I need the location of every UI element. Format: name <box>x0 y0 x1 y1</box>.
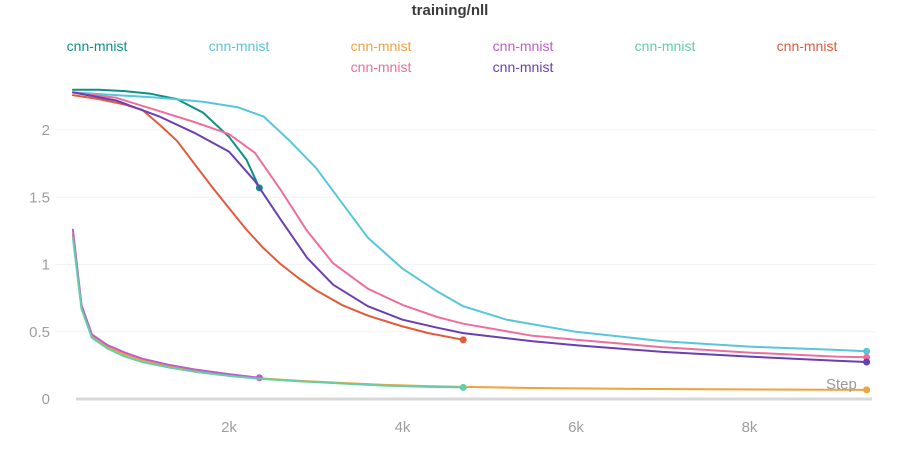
x-tick-label: 4k <box>395 419 411 436</box>
series-line-1[interactable] <box>71 91 868 353</box>
legend-item-1[interactable]: cnn-mnist <box>208 38 270 54</box>
legend-item-0[interactable]: cnn-mnist <box>66 38 128 54</box>
chart-legend: cnn-mnist cnn-mnist cnn-mnist cnn-mnist cnn-… <box>0 36 900 77</box>
legend-item-3[interactable]: cnn-mnist <box>492 38 554 54</box>
series-line-2[interactable] <box>71 233 868 391</box>
series-line-4[interactable] <box>71 236 465 389</box>
series-end-dot-2[interactable] <box>863 386 871 394</box>
y-tick-label: 1 <box>42 257 50 274</box>
series-line-0[interactable] <box>71 88 261 189</box>
x-axis-label: Step <box>826 376 857 393</box>
legend-item-4[interactable]: cnn-mnist <box>634 38 696 54</box>
series-end-dot-7[interactable] <box>863 358 871 366</box>
series-end-dot-5[interactable] <box>459 336 467 344</box>
legend-item-5[interactable]: cnn-mnist <box>776 38 838 54</box>
series-line-5[interactable] <box>71 94 465 341</box>
y-tick-label: 0.5 <box>29 324 50 341</box>
series-line-6[interactable] <box>71 91 868 359</box>
y-tick-label: 0 <box>42 391 50 408</box>
legend-item-6[interactable]: cnn-mnist <box>350 59 412 75</box>
series-line-7[interactable] <box>71 91 868 363</box>
chart-title: training/nll <box>411 2 489 19</box>
y-tick-label: 2 <box>42 122 50 139</box>
series-end-dot-4[interactable] <box>459 383 467 391</box>
legend-item-7[interactable]: cnn-mnist <box>492 59 554 75</box>
legend-item-2[interactable]: cnn-mnist <box>350 38 412 54</box>
y-tick-label: 1.5 <box>29 189 50 206</box>
x-tick-label: 2k <box>221 419 237 436</box>
x-tick-label: 8k <box>742 419 758 436</box>
x-tick-label: 6k <box>568 419 584 436</box>
series-end-dot-1[interactable] <box>863 347 871 355</box>
series-line-3[interactable] <box>71 228 261 379</box>
